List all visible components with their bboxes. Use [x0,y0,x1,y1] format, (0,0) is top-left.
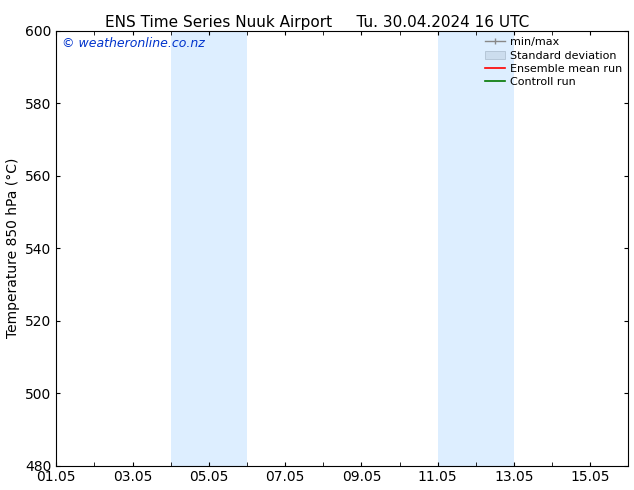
Y-axis label: Temperature 850 hPa (°C): Temperature 850 hPa (°C) [6,158,20,338]
Legend: min/max, Standard deviation, Ensemble mean run, Controll run: min/max, Standard deviation, Ensemble me… [481,33,626,92]
Text: ENS Time Series Nuuk Airport     Tu. 30.04.2024 16 UTC: ENS Time Series Nuuk Airport Tu. 30.04.2… [105,15,529,30]
Bar [171,31,247,466]
Bar [437,31,514,466]
Text: © weatheronline.co.nz: © weatheronline.co.nz [62,37,205,50]
